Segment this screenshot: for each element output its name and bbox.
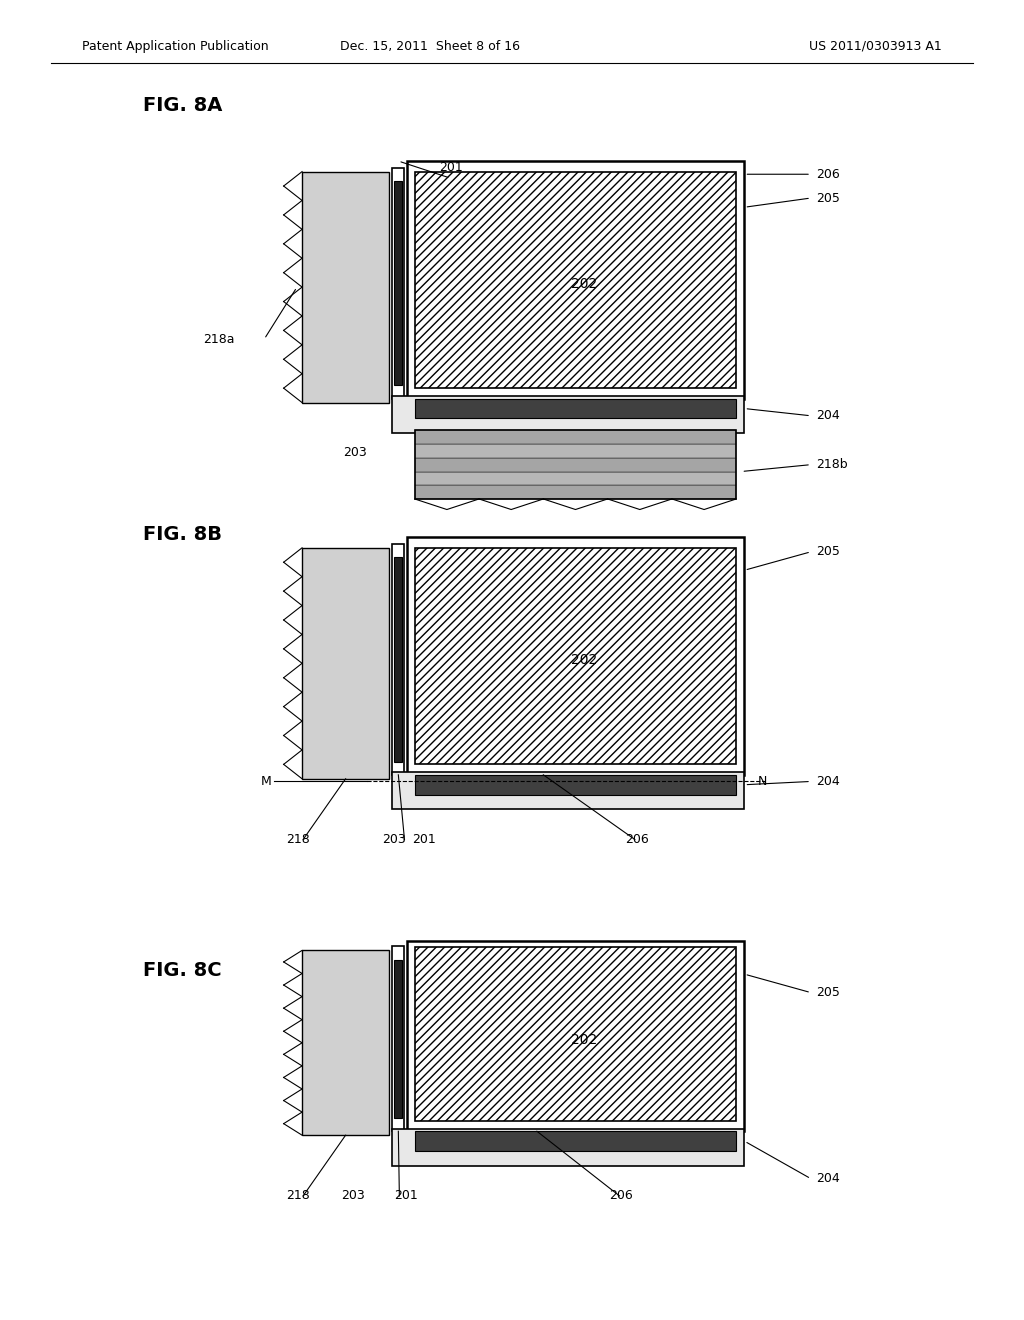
Text: 202: 202 [570, 1034, 597, 1047]
Text: 201: 201 [438, 161, 463, 174]
Text: 218: 218 [287, 1189, 310, 1203]
Text: 203: 203 [382, 833, 406, 846]
Bar [415, 948, 736, 1121]
Bar [394, 557, 402, 762]
Bar [392, 1129, 744, 1166]
Bar [392, 544, 404, 775]
Text: 218a: 218a [203, 333, 234, 346]
Text: 204: 204 [816, 775, 840, 788]
Bar [302, 950, 389, 1135]
Bar [407, 941, 744, 1131]
Text: 201: 201 [412, 833, 435, 846]
Bar [415, 775, 736, 795]
Text: 205: 205 [816, 545, 840, 558]
Text: 205: 205 [816, 191, 840, 205]
Text: 204: 204 [816, 409, 840, 422]
Bar [394, 960, 402, 1118]
Bar [415, 430, 736, 499]
Text: 203: 203 [343, 446, 367, 459]
Text: 218b: 218b [816, 458, 848, 471]
Bar [415, 399, 736, 418]
Text: 205: 205 [816, 986, 840, 999]
Text: FIG. 8A: FIG. 8A [143, 96, 223, 115]
Text: Dec. 15, 2011  Sheet 8 of 16: Dec. 15, 2011 Sheet 8 of 16 [340, 40, 520, 53]
Text: 203: 203 [341, 1189, 365, 1203]
Bar [415, 430, 736, 444]
Text: Patent Application Publication: Patent Application Publication [82, 40, 268, 53]
Bar [415, 471, 736, 486]
Bar [394, 181, 402, 385]
Bar [415, 1131, 736, 1151]
Bar [415, 548, 736, 764]
Text: M: M [261, 775, 271, 788]
Text: 218: 218 [287, 833, 310, 846]
Bar [302, 548, 389, 779]
Bar [392, 946, 404, 1131]
Text: 201: 201 [394, 1189, 418, 1203]
Text: N: N [758, 775, 767, 788]
Bar [407, 537, 744, 775]
Text: 202: 202 [570, 653, 597, 667]
Text: 202: 202 [570, 277, 597, 290]
Text: US 2011/0303913 A1: US 2011/0303913 A1 [809, 40, 942, 53]
Bar [415, 444, 736, 458]
Bar [302, 172, 389, 403]
Text: 206: 206 [625, 833, 648, 846]
Text: 206: 206 [816, 168, 840, 181]
Bar [392, 168, 404, 399]
Text: 206: 206 [609, 1189, 633, 1203]
Bar [392, 772, 744, 809]
Bar [415, 486, 736, 499]
Bar [392, 396, 744, 433]
Bar [415, 458, 736, 471]
Bar [415, 172, 736, 388]
Bar [407, 161, 744, 399]
Text: FIG. 8C: FIG. 8C [143, 961, 222, 979]
Text: 204: 204 [816, 1172, 840, 1185]
Text: FIG. 8B: FIG. 8B [143, 525, 222, 544]
